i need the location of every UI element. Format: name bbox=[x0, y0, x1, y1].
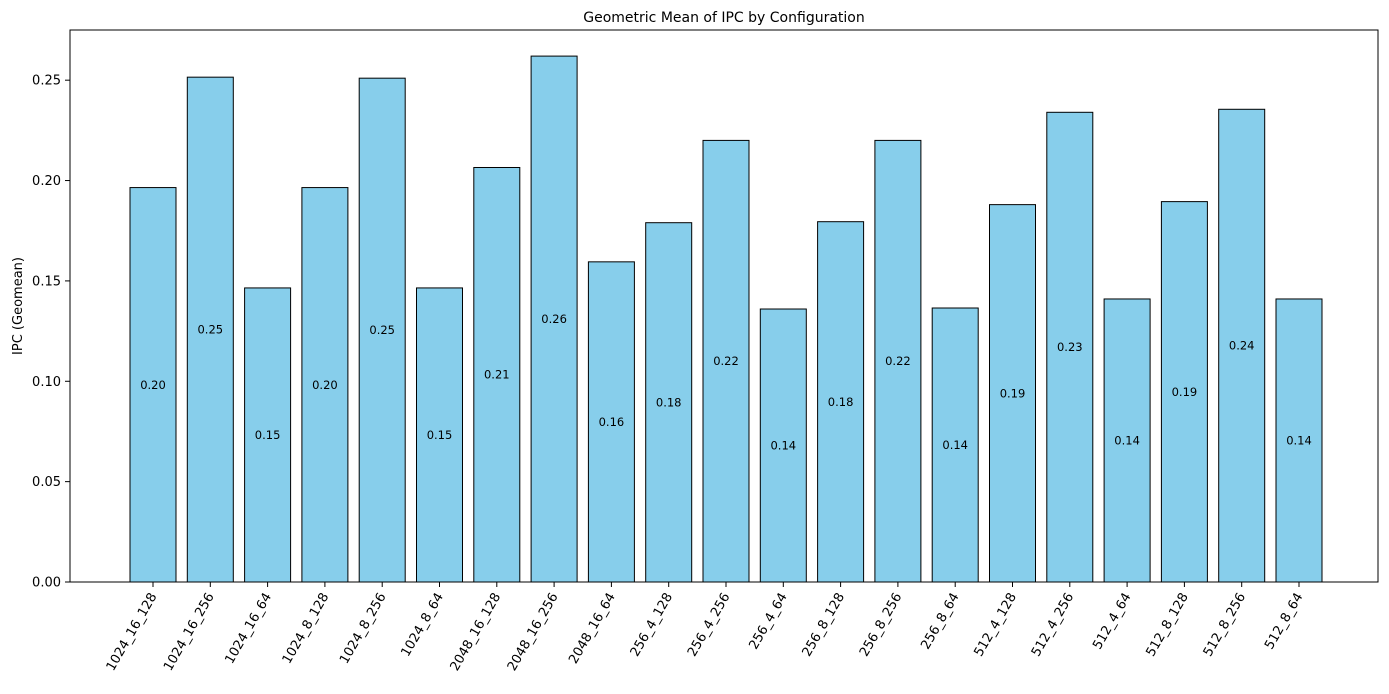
bar bbox=[874, 139, 922, 583]
bar-value-label: 0.14 bbox=[770, 439, 796, 453]
x-tick-label: 256_8_128 bbox=[800, 591, 848, 660]
bar-value-label: 0.24 bbox=[1229, 339, 1255, 353]
bar bbox=[645, 222, 693, 583]
x-tick-label: 512_8_128 bbox=[1143, 591, 1191, 660]
chart-title: Geometric Mean of IPC by Configuration bbox=[583, 10, 864, 26]
bar-value-label: 0.18 bbox=[828, 395, 854, 409]
bar bbox=[931, 307, 979, 583]
bar-value-label: 0.16 bbox=[599, 415, 625, 429]
x-tick-label: 256_4_256 bbox=[685, 591, 733, 660]
bar-value-label: 0.15 bbox=[427, 428, 453, 442]
bar-value-label: 0.20 bbox=[312, 378, 338, 392]
bar bbox=[416, 287, 463, 583]
bar-value-label: 0.21 bbox=[484, 368, 510, 382]
bar-value-label: 0.20 bbox=[140, 378, 166, 392]
bar-value-label: 0.22 bbox=[713, 354, 739, 368]
x-tick-label: 1024_16_256 bbox=[161, 591, 218, 674]
bar-value-label: 0.23 bbox=[1057, 340, 1083, 354]
bar bbox=[301, 187, 349, 583]
y-tick-label: 0.10 bbox=[32, 375, 61, 390]
bar bbox=[186, 76, 234, 583]
x-tick-label: 1024_16_64 bbox=[222, 591, 275, 667]
x-tick-label: 512_8_64 bbox=[1262, 591, 1306, 653]
x-tick-label: 512_8_256 bbox=[1201, 591, 1249, 660]
bar bbox=[759, 308, 807, 583]
bars-layer bbox=[129, 55, 1323, 583]
bar bbox=[702, 139, 750, 583]
bar-value-label: 0.25 bbox=[369, 323, 395, 337]
bar-value-label: 0.19 bbox=[1000, 386, 1026, 400]
bar-value-label: 0.14 bbox=[1286, 433, 1312, 447]
x-tick-label: 1024_8_256 bbox=[337, 591, 390, 667]
bar bbox=[1218, 108, 1266, 583]
bar bbox=[1046, 111, 1094, 583]
y-axis: 0.00 0.05 0.10 0.15 0.20 0.25 bbox=[32, 74, 70, 591]
x-axis: 1024_16_128 1024_16_256 1024_16_64 1024_8_1… bbox=[104, 582, 1306, 674]
plot-frame bbox=[69, 29, 1379, 583]
y-tick-label: 0.25 bbox=[32, 74, 61, 89]
bar bbox=[1160, 201, 1208, 583]
bar bbox=[817, 221, 865, 583]
bar bbox=[1275, 298, 1323, 583]
x-tick-label: 512_4_256 bbox=[1029, 591, 1077, 660]
y-axis-label: IPC (Geomean) bbox=[11, 257, 26, 355]
bar-value-label: 0.15 bbox=[255, 428, 281, 442]
x-tick-label: 512_4_128 bbox=[972, 591, 1020, 660]
bar bbox=[989, 204, 1036, 583]
bar-value-label: 0.14 bbox=[942, 438, 968, 452]
x-tick-label: 256_8_256 bbox=[857, 591, 905, 660]
bar bbox=[129, 187, 177, 583]
x-tick-label: 512_4_64 bbox=[1090, 591, 1134, 653]
y-tick-label: 0.05 bbox=[32, 475, 61, 490]
y-tick-label: 0.20 bbox=[32, 174, 61, 189]
bar bbox=[358, 77, 406, 583]
y-tick-label: 0.15 bbox=[32, 274, 61, 289]
bar-value-label: 0.22 bbox=[885, 354, 911, 368]
bar-value-label: 0.14 bbox=[1114, 433, 1140, 447]
x-tick-label: 256_8_64 bbox=[918, 591, 962, 653]
x-tick-label: 256_4_64 bbox=[746, 591, 790, 653]
x-tick-label: 2048_16_128 bbox=[448, 591, 505, 674]
x-tick-label: 1024_16_128 bbox=[104, 591, 161, 674]
bar-value-label: 0.18 bbox=[656, 395, 682, 409]
x-tick-label: 2048_16_64 bbox=[566, 591, 619, 667]
bar-value-label: 0.26 bbox=[541, 312, 567, 326]
bar bbox=[530, 55, 578, 583]
bar bbox=[244, 287, 292, 583]
x-tick-label: 1024_8_64 bbox=[399, 591, 447, 660]
x-tick-label: 256_4_128 bbox=[628, 591, 676, 660]
bar-value-label: 0.25 bbox=[197, 323, 223, 337]
bar bbox=[1103, 298, 1151, 583]
data-labels-layer: 0.20 0.25 0.15 0.20 0.25 0.15 0.21 0.26 0.16 0.18… bbox=[140, 312, 1312, 452]
x-tick-label: 2048_16_256 bbox=[505, 591, 562, 674]
x-tick-label: 1024_8_128 bbox=[280, 591, 333, 667]
y-tick-label: 0.00 bbox=[32, 576, 61, 591]
bar-value-label: 0.19 bbox=[1172, 385, 1198, 399]
